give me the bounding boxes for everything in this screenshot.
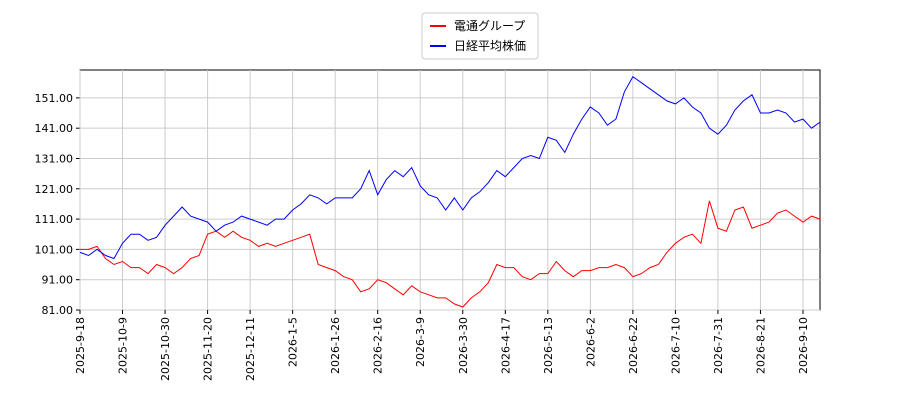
x-tick-label: 2026-9-10 [797,317,810,374]
x-tick-label: 2026-1-26 [329,317,342,374]
y-tick-label: 81.00 [42,304,74,317]
x-tick-label: 2025-10-30 [159,317,172,381]
x-tick-label: 2026-1-5 [287,317,300,367]
y-tick-label: 91.00 [42,274,74,287]
x-tick-label: 2026-3-30 [457,317,470,374]
x-tick-label: 2026-4-17 [499,317,512,374]
x-tick-label: 2026-6-22 [627,317,640,374]
x-tick-label: 2026-8-21 [754,317,767,374]
y-tick-label: 121.00 [35,183,74,196]
x-tick-label: 2026-2-16 [372,317,385,374]
x-tick-label: 2026-7-31 [712,317,725,374]
y-tick-label: 131.00 [35,152,74,165]
legend-label: 日経平均株価 [454,38,526,53]
y-tick-label: 111.00 [35,213,74,226]
x-tick-label: 2025-11-20 [202,317,215,381]
y-tick-label: 151.00 [35,92,74,105]
series-line [80,200,821,308]
x-tick-label: 2026-7-10 [669,317,682,374]
x-tick-label: 2026-3-9 [414,317,427,367]
plot-frame [79,69,821,311]
x-tick-label: 2026-6-2 [584,317,597,367]
x-tick-label: 2026-5-13 [542,317,555,374]
x-tick-label: 2025-9-18 [74,317,87,374]
x-tick-label: 2025-10-9 [117,317,130,374]
y-tick-label: 141.00 [35,122,74,135]
legend [421,12,539,60]
legend-label: 電通グループ [454,19,525,33]
series-line [79,75,821,260]
y-tick-label: 101.00 [35,243,74,256]
x-tick-label: 2025-12-11 [244,317,257,381]
